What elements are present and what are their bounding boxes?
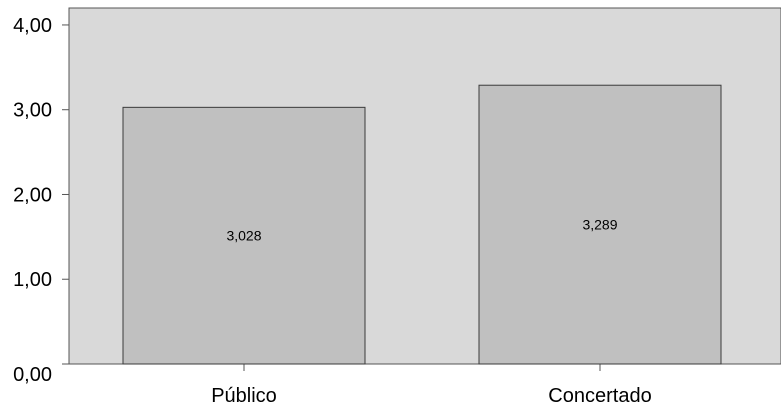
bar-series bbox=[122, 84, 722, 365]
y-tick-label: 1,00 bbox=[13, 269, 52, 291]
data-label: 3,028 bbox=[226, 228, 261, 244]
y-tick-label: 0,00 bbox=[13, 364, 52, 386]
y-tick-label: 4,00 bbox=[13, 15, 52, 37]
x-tick-label: Concertado bbox=[548, 385, 651, 407]
x-axis: Público Concertado bbox=[69, 363, 781, 407]
data-label: 3,289 bbox=[582, 217, 617, 233]
y-tick-label: 3,00 bbox=[13, 100, 52, 122]
bar-2 bbox=[478, 84, 722, 365]
bar-1 bbox=[122, 106, 366, 365]
x-tick-label: Público bbox=[211, 385, 277, 407]
y-tick-label: 2,00 bbox=[13, 184, 52, 206]
y-axis: 0,00 1,00 2,00 3,00 4,00 bbox=[13, 8, 70, 386]
data-labels: 3,028 3,289 bbox=[226, 217, 617, 244]
